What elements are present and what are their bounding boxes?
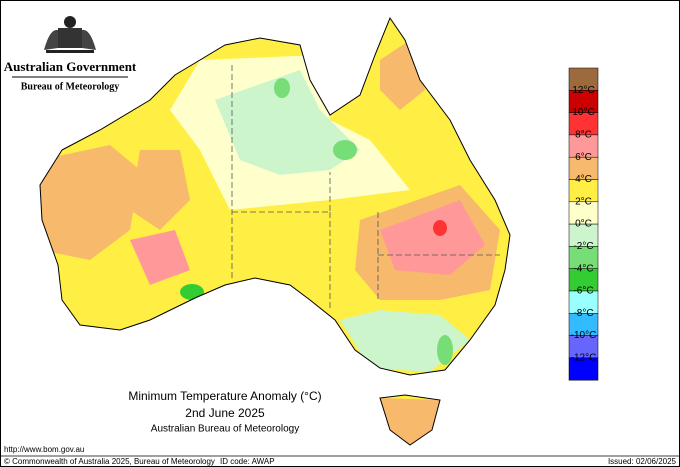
footer-copyright: © Commonwealth of Australia 2025, Bureau… bbox=[4, 457, 215, 466]
legend-label: 4°C bbox=[575, 174, 592, 185]
footer-issued: Issued: 02/06/2025 bbox=[608, 457, 677, 466]
map-source: Australian Bureau of Meteorology bbox=[151, 424, 299, 435]
legend-swatch bbox=[568, 357, 599, 381]
legend-label: -10°C bbox=[571, 330, 597, 341]
legend-label: 0°C bbox=[575, 219, 592, 230]
legend: 12°C 10°C 8°C 6°C 4°C 2°C 0°C -2°C -4°C -6°C -8°C -… bbox=[568, 67, 599, 381]
legend-label: 8°C bbox=[575, 130, 592, 141]
legend-label: 12°C bbox=[572, 85, 594, 96]
legend-label: -12°C bbox=[571, 353, 597, 364]
legend-label: 2°C bbox=[575, 196, 592, 207]
footer-id-code: ID code: AWAP bbox=[220, 457, 275, 466]
crest bbox=[44, 16, 96, 53]
legend-label: -4°C bbox=[573, 263, 593, 274]
bureau-name: Bureau of Meteorology bbox=[21, 81, 120, 92]
footer-url: http://www.bom.gov.au bbox=[4, 445, 84, 454]
legend-label: 10°C bbox=[572, 107, 594, 118]
map-date: 2nd June 2025 bbox=[185, 406, 265, 420]
legend-label: 6°C bbox=[575, 152, 592, 163]
map-title: Minimum Temperature Anomaly (°C) bbox=[128, 389, 321, 403]
government-name: Australian Government bbox=[4, 59, 137, 74]
legend-label: -8°C bbox=[573, 308, 593, 319]
legend-label: -6°C bbox=[573, 286, 593, 297]
legend-label: -2°C bbox=[573, 241, 593, 252]
